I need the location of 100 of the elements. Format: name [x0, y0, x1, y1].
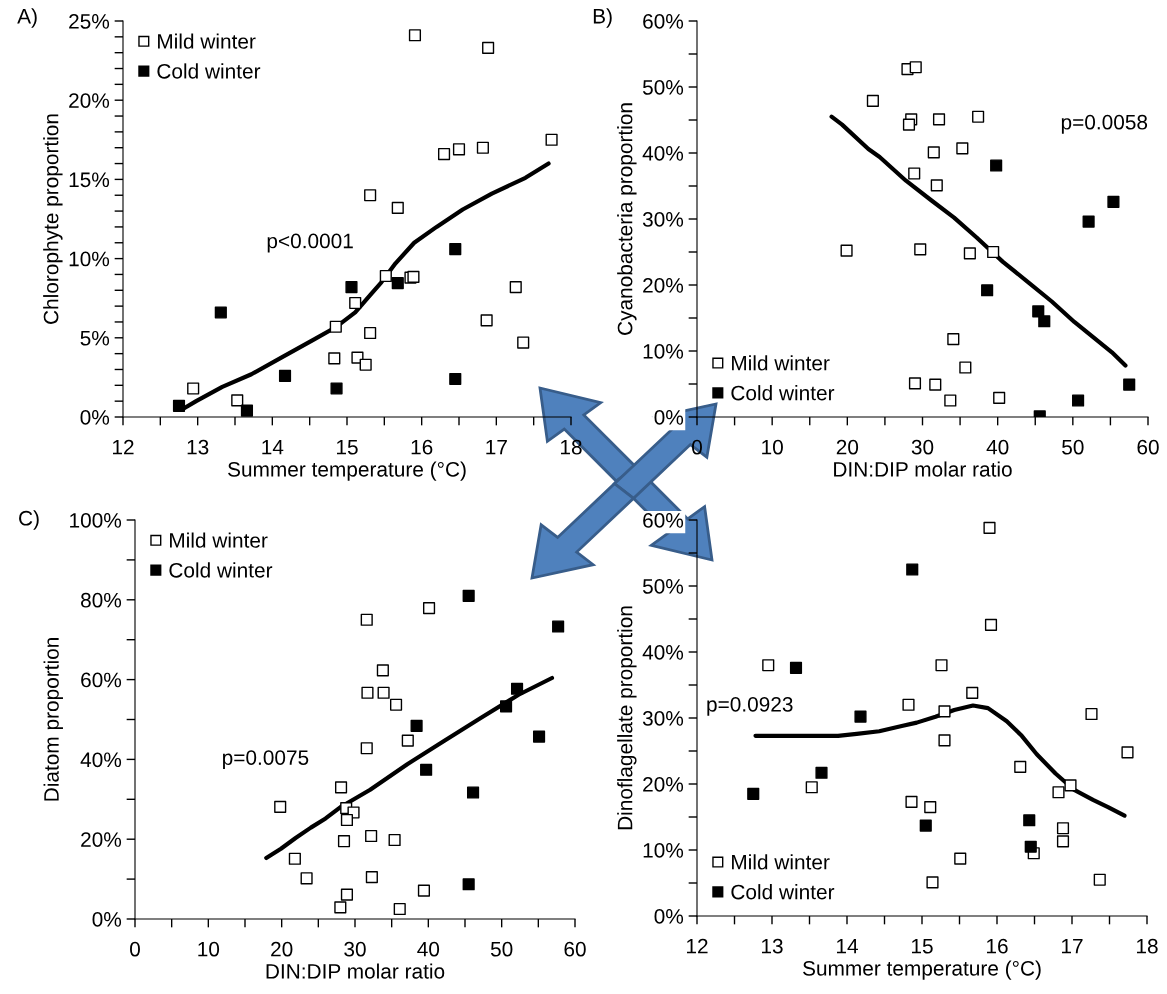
point — [532, 730, 546, 743]
x-tick-label: 10 — [198, 941, 220, 957]
point — [866, 94, 879, 107]
y-tick-label: 40% — [642, 146, 684, 161]
point — [1064, 779, 1077, 792]
point — [935, 659, 948, 672]
point — [1123, 378, 1136, 391]
y-axis-title: Chlorophyte proportion — [43, 114, 63, 324]
point — [1014, 760, 1027, 773]
legend-label: Mild winter — [170, 532, 268, 548]
point — [499, 700, 513, 713]
point — [379, 269, 392, 283]
point — [365, 871, 378, 884]
point — [509, 281, 522, 294]
y-tick-label: 20% — [643, 278, 684, 293]
y-axis-title: Diatom proportion — [43, 638, 63, 801]
point — [1082, 215, 1095, 228]
point — [376, 664, 389, 677]
point — [1093, 873, 1106, 886]
x-axis-title: Summer temperature (°C) — [803, 960, 1041, 980]
point — [231, 394, 244, 407]
point — [452, 143, 466, 156]
point — [300, 872, 313, 885]
point — [1032, 305, 1045, 318]
point — [364, 326, 377, 340]
y-axis-title: Dinoflagellate proportion — [617, 606, 637, 830]
point — [365, 829, 378, 843]
point — [278, 369, 292, 382]
x-tick-label: 60 — [1137, 439, 1159, 455]
x-tick-label: 13 — [762, 938, 783, 954]
point — [954, 852, 967, 865]
y-tick-label: 0% — [80, 410, 110, 425]
x-tick-label: 18 — [561, 439, 582, 455]
x-tick-label: 20 — [271, 941, 293, 957]
y-tick-label: 100% — [70, 513, 122, 528]
point — [345, 281, 358, 294]
point — [476, 141, 489, 154]
point — [927, 146, 940, 159]
y-tick-label: 30% — [642, 711, 684, 726]
point — [1056, 822, 1070, 835]
legend-label: Cold winter — [731, 884, 835, 900]
y-tick-label: 10% — [643, 344, 684, 359]
point — [393, 902, 406, 916]
x-tick-label: 15 — [912, 938, 933, 954]
point — [545, 133, 558, 146]
x-tick-label: 16 — [411, 439, 433, 455]
y-tick-label: 0% — [654, 909, 684, 924]
point — [926, 876, 939, 889]
point — [947, 333, 960, 346]
point — [391, 277, 404, 290]
legend-label: Cold winter — [731, 385, 835, 401]
x-tick-label: 50 — [490, 941, 513, 957]
point — [1038, 315, 1051, 328]
point — [391, 201, 404, 214]
y-tick-label: 60% — [643, 14, 684, 29]
y-tick-label: 30% — [642, 212, 684, 227]
point — [274, 800, 287, 813]
y-tick-label: 50% — [642, 579, 684, 594]
y-tick-label: 20% — [81, 832, 122, 847]
point — [902, 698, 915, 711]
y-tick-label: 20% — [643, 777, 684, 792]
point — [993, 391, 1006, 404]
y-tick-label: 25% — [69, 14, 110, 29]
x-tick-label: 10 — [762, 439, 783, 455]
point — [919, 819, 932, 832]
point — [482, 41, 495, 55]
y-tick-label: 15% — [69, 172, 110, 188]
point — [360, 742, 373, 755]
x-tick-label: 17 — [1062, 938, 1083, 954]
y-axis-title: Cyanobacteria proportion — [617, 103, 637, 335]
point — [747, 787, 760, 800]
point — [334, 901, 347, 914]
x-tick-label: 30 — [344, 941, 366, 957]
point — [902, 118, 916, 131]
y-tick-label: 5% — [80, 330, 110, 346]
point — [1107, 195, 1120, 208]
point — [1121, 746, 1134, 759]
annotation: p=0.0075 — [223, 750, 309, 770]
point — [972, 110, 985, 123]
y-tick-label: 0% — [654, 410, 684, 425]
text: C) — [19, 510, 39, 530]
point — [905, 795, 918, 808]
point — [1072, 394, 1085, 407]
y-tick-label: 40% — [642, 645, 684, 660]
point — [449, 372, 462, 386]
point — [983, 521, 996, 534]
point — [552, 620, 565, 633]
x-tick-label: 50 — [1062, 439, 1084, 455]
point — [329, 320, 342, 333]
point — [480, 314, 493, 327]
point — [906, 563, 919, 576]
point — [930, 179, 943, 192]
y-tick-label: 20% — [69, 93, 110, 108]
point — [789, 661, 803, 674]
x-tick-label: 12 — [113, 439, 134, 455]
text: A) — [17, 8, 37, 28]
y-tick-label: 40% — [80, 752, 122, 768]
point — [1023, 814, 1036, 827]
point — [908, 167, 921, 180]
legend-label: Cold winter — [169, 562, 273, 578]
